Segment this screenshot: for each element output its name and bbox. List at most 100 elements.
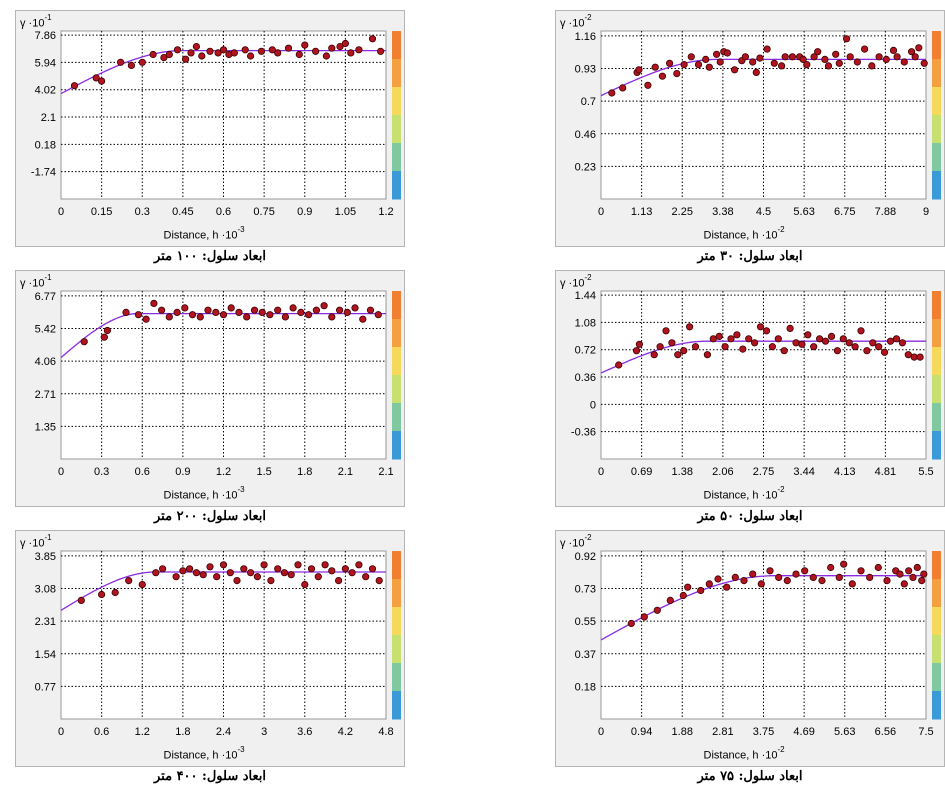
- data-point: [635, 340, 644, 348]
- data-point: [697, 586, 705, 595]
- x-tick-label: 4.13: [834, 466, 855, 478]
- data-point: [749, 58, 757, 66]
- data-point: [752, 68, 760, 77]
- data-point: [913, 563, 921, 572]
- panel-400m: 0 0.6 1.2 1.8 2.4 3 3.6 4.2 4.8 0.77 1.54 2.31 3.08 3…: [15, 530, 405, 784]
- data-point: [809, 573, 817, 582]
- data-point: [199, 571, 207, 579]
- data-point: [680, 60, 688, 69]
- data-point: [694, 60, 703, 69]
- data-point: [851, 343, 859, 351]
- data-point: [857, 327, 865, 335]
- x-tick-label: 1.5: [256, 466, 271, 478]
- data-point: [916, 353, 924, 361]
- data-point: [863, 347, 871, 355]
- data-point: [874, 563, 882, 572]
- x-axis-title-exponent: -2: [777, 485, 785, 494]
- y-tick-label: 6.77: [35, 291, 56, 303]
- data-point: [274, 565, 282, 573]
- data-point: [715, 332, 723, 341]
- x-tick-label: 6.75: [834, 206, 855, 218]
- data-point: [321, 561, 329, 569]
- data-point: [920, 570, 928, 578]
- data-point: [142, 315, 150, 323]
- data-point: [731, 573, 739, 582]
- x-axis-title-base: Distance, h ·10: [703, 229, 778, 242]
- data-point: [204, 306, 212, 314]
- data-point: [348, 569, 356, 577]
- data-point: [181, 304, 189, 312]
- chart-svg: 0 0.3 0.6 0.9 1.2 1.5 1.8 2.1 2.1 1.35 2.71 4.06 5.4…: [35, 290, 401, 478]
- data-point: [673, 69, 681, 78]
- data-point: [792, 339, 800, 347]
- data-point: [149, 50, 157, 59]
- x-tick-label: 2.1: [338, 466, 353, 478]
- data-point: [640, 613, 648, 621]
- colorbar-segment: [392, 375, 401, 404]
- data-point: [799, 55, 807, 64]
- x-tick-label: 1.2: [135, 726, 150, 738]
- x-tick-label: 7.5: [918, 726, 933, 738]
- x-tick-label: 1.38: [672, 466, 693, 478]
- data-point: [762, 327, 771, 335]
- data-point: [770, 59, 778, 67]
- x-tick-label: 1.8: [297, 466, 312, 478]
- data-point: [77, 596, 85, 605]
- y-tick-label: 0.77: [35, 681, 56, 693]
- colorbar-segment: [392, 347, 401, 376]
- data-point: [768, 343, 776, 351]
- data-point: [212, 308, 220, 317]
- data-point: [774, 335, 782, 343]
- y-axis-title-exponent: -2: [584, 533, 592, 542]
- colorbar-segment: [932, 607, 941, 636]
- data-point: [341, 565, 349, 573]
- data-point: [821, 55, 829, 64]
- data-point: [328, 44, 336, 52]
- data-point: [328, 567, 336, 575]
- chart-frame: 0 1.13 2.25 3.38 4.5 5.63 6.75 7.88 9 0.23 0.46 0.7…: [555, 10, 945, 247]
- data-point: [213, 573, 221, 581]
- data-point: [368, 565, 377, 573]
- x-axis-title-base: Distance, h ·10: [163, 749, 238, 762]
- data-point: [341, 39, 349, 48]
- y-tick-label: 0: [590, 399, 596, 411]
- chart-frame: 0 0.94 1.88 2.81 3.75 4.69 5.63 6.56 7.5 0.18 0.37…: [555, 530, 945, 767]
- x-axis-title-base: Distance, h ·10: [703, 489, 778, 502]
- data-point: [680, 347, 688, 355]
- data-point: [343, 308, 351, 317]
- x-tick-label: 3: [261, 726, 267, 738]
- data-point: [122, 308, 130, 317]
- y-tick-label: 4.02: [35, 85, 56, 97]
- data-point: [134, 311, 143, 319]
- data-point: [702, 55, 710, 64]
- x-tick-label: 4.8: [378, 726, 393, 738]
- data-point: [920, 59, 928, 67]
- y-axis-title-exponent: -1: [44, 273, 52, 282]
- chart-svg: 0 0.69 1.38 2.06 2.75 3.44 4.13 4.81 5.5 -0.36 0 0.…: [571, 290, 941, 478]
- data-point: [98, 590, 106, 599]
- colorbar-segment: [392, 31, 401, 60]
- x-tick-label: 4.5: [756, 206, 771, 218]
- x-tick-label: 0: [598, 726, 604, 738]
- y-tick-label: 1.08: [575, 317, 596, 329]
- data-point: [301, 41, 309, 49]
- data-point: [219, 311, 228, 319]
- data-point: [375, 576, 383, 585]
- x-tick-label: 0.75: [253, 206, 274, 218]
- x-tick-label: 0: [58, 726, 64, 738]
- data-point: [165, 313, 173, 321]
- data-point: [226, 569, 234, 577]
- data-point: [351, 304, 359, 312]
- x-tick-label: 1.05: [335, 206, 356, 218]
- y-axis-title: γ ·10-1: [20, 273, 52, 290]
- data-point: [158, 306, 166, 314]
- data-point: [320, 302, 328, 310]
- y-tick-label: 1.35: [35, 421, 56, 433]
- data-point: [159, 565, 167, 573]
- data-point: [336, 42, 344, 51]
- y-tick-label: 5.42: [35, 324, 56, 336]
- y-tick-label: 0.46: [575, 129, 596, 141]
- y-tick-label: -1.74: [31, 167, 56, 179]
- data-point: [727, 335, 735, 343]
- data-point: [781, 53, 789, 61]
